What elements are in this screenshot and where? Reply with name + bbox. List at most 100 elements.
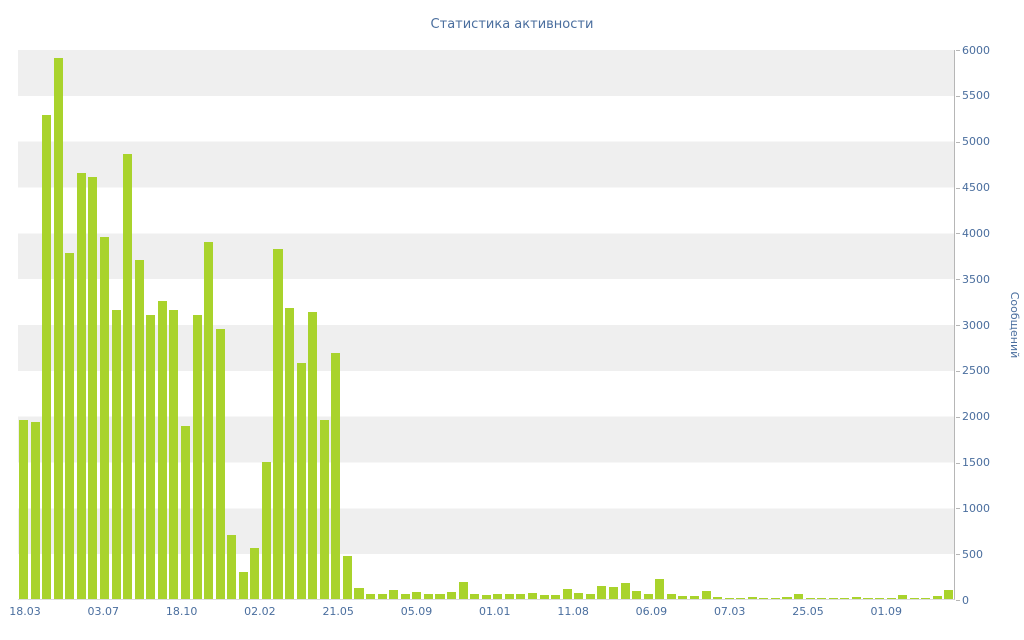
- bar: [597, 586, 607, 599]
- bar: [770, 597, 780, 599]
- x-axis-label: 11.08: [557, 605, 589, 618]
- bar: [377, 594, 387, 599]
- x-axis-label: 02.02: [244, 605, 276, 618]
- bar: [516, 593, 526, 599]
- y-axis-tick: [956, 370, 960, 372]
- bar: [932, 596, 942, 599]
- bar: [851, 596, 861, 599]
- bar: [655, 578, 665, 599]
- bar: [689, 596, 699, 599]
- y-axis-tick: [956, 462, 960, 464]
- bar: [944, 589, 954, 599]
- y-axis-tick: [956, 95, 960, 97]
- bar: [273, 248, 283, 599]
- bar: [713, 597, 723, 599]
- bar: [666, 594, 676, 599]
- bar: [285, 308, 295, 599]
- bar: [898, 595, 908, 599]
- x-axis-label: 25.05: [792, 605, 824, 618]
- bar: [366, 593, 376, 599]
- y-axis-tick-label: 2000: [962, 410, 990, 424]
- bar: [435, 594, 445, 599]
- x-axis-label: 01.01: [479, 605, 511, 618]
- bar: [782, 597, 792, 599]
- bar: [296, 363, 306, 599]
- bar: [447, 591, 457, 599]
- bar: [875, 598, 885, 599]
- bar: [527, 592, 538, 599]
- bar: [470, 594, 480, 599]
- bar: [261, 461, 271, 599]
- y-axis-tick-label: 4000: [962, 226, 990, 240]
- bar: [574, 592, 584, 599]
- x-axis-label: 18.10: [165, 605, 198, 618]
- x-axis-label: 06.09: [635, 605, 668, 618]
- bar: [123, 154, 133, 599]
- bar: [481, 595, 491, 599]
- bar: [400, 593, 410, 599]
- chart-title: Статистика активности: [430, 17, 594, 32]
- x-axis-label: 18.03: [9, 605, 41, 618]
- y-axis-tick: [956, 233, 960, 235]
- bar: [886, 597, 896, 599]
- y-axis-tick: [956, 141, 960, 143]
- bar: [99, 236, 110, 599]
- y-axis-tick: [956, 187, 960, 189]
- bar: [250, 547, 260, 599]
- bar: [308, 312, 318, 599]
- bar: [632, 590, 642, 599]
- y-axis-tick-label: 0: [962, 593, 969, 607]
- bar: [423, 594, 433, 599]
- bar: [794, 594, 804, 599]
- bar: [180, 425, 190, 599]
- bar: [88, 177, 98, 599]
- bar: [30, 422, 40, 599]
- bar: [493, 593, 503, 599]
- bar: [724, 597, 734, 599]
- bar: [585, 593, 595, 599]
- y-axis-tick-label: 5500: [962, 89, 990, 103]
- y-axis-tick: [956, 279, 960, 281]
- bar: [53, 58, 63, 599]
- bar: [678, 596, 688, 599]
- bar: [551, 595, 561, 599]
- bar: [389, 589, 399, 599]
- y-axis-tick-label: 6000: [962, 43, 990, 57]
- x-axis-label: 03.07: [87, 605, 120, 618]
- bar: [354, 588, 364, 599]
- y-axis-tick-label: 3000: [962, 318, 990, 332]
- y-axis-tick: [956, 600, 960, 601]
- y-axis-tick: [956, 50, 960, 51]
- bar: [736, 597, 746, 599]
- bar: [759, 597, 769, 599]
- bar: [331, 353, 341, 599]
- bar: [643, 593, 653, 599]
- bar: [134, 259, 144, 599]
- bar: [227, 534, 237, 599]
- bar: [921, 597, 931, 599]
- bar: [458, 581, 468, 599]
- bar: [169, 310, 179, 599]
- y-axis-tick: [956, 325, 960, 326]
- bar: [620, 582, 630, 599]
- bar: [157, 301, 167, 599]
- y-axis-tick-label: 1000: [962, 501, 990, 515]
- bar: [840, 597, 850, 599]
- bar: [539, 595, 549, 599]
- bar: [817, 598, 827, 599]
- y-axis-tick-label: 500: [962, 547, 983, 561]
- bar: [215, 328, 225, 599]
- bar: [319, 420, 329, 599]
- bar: [342, 555, 352, 599]
- bar: [19, 420, 29, 599]
- bar: [863, 598, 873, 599]
- y-axis-tick: [956, 554, 960, 556]
- x-axis-label: 01.09: [870, 605, 903, 618]
- x-axis-label: 07.03: [713, 605, 746, 618]
- bar: [608, 587, 619, 599]
- bar: [747, 597, 757, 599]
- bar: [701, 590, 711, 599]
- bar: [111, 310, 121, 599]
- bar: [504, 594, 514, 599]
